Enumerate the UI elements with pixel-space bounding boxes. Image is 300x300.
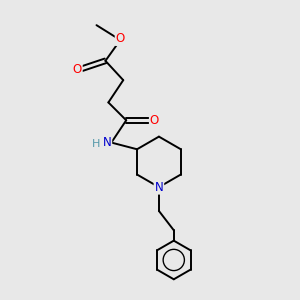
Text: N: N	[103, 136, 111, 149]
Text: O: O	[116, 32, 125, 45]
Text: O: O	[73, 63, 82, 76]
Text: N: N	[154, 181, 163, 194]
Text: H: H	[92, 139, 100, 149]
Text: O: O	[150, 114, 159, 127]
